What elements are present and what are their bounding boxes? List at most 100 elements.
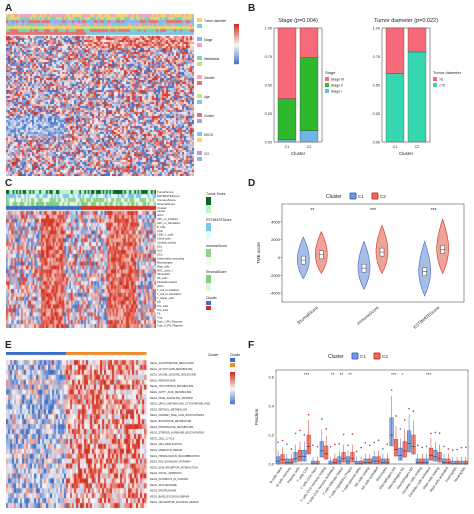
heatmap-e-row-label: KEGG_PPAR_SIGNALING_PATHWAY [150, 397, 194, 400]
legend-a-title: Metastasis [204, 57, 220, 61]
legend-c-ramp [206, 197, 211, 205]
legend-a-swatch [197, 119, 202, 123]
heatmap-c-row-label: CCR [157, 229, 163, 233]
legend-a-colorbar-cell [234, 56, 239, 59]
box-body [398, 447, 403, 461]
box-body [420, 458, 425, 465]
box-outlier [456, 448, 458, 451]
legend-label: >5 [439, 78, 443, 82]
box-body [446, 458, 451, 465]
chart-title: Stage (p=0.004) [278, 18, 318, 24]
x-axis-label: Cluster [399, 151, 414, 156]
box-outlier [334, 443, 336, 446]
heatmap-c-row-label: Mast_cells [157, 264, 170, 268]
box-body [337, 456, 342, 465]
bar-segment [299, 27, 319, 58]
box-outlier [316, 445, 319, 448]
significance-label: *** [431, 208, 437, 214]
box-body [345, 456, 351, 465]
bar-segment [277, 139, 297, 143]
box-body [315, 460, 320, 465]
box-outlier [443, 445, 445, 448]
legend-e-colorbar-cell [230, 394, 235, 397]
legend-c-title: ImmuneScore [206, 244, 227, 248]
heatmap-e-row-label: KEGG_FATTY_ACID_METABOLISM [150, 391, 191, 394]
box-body [324, 445, 329, 460]
heatmap-c-legend: TumorScoreESTIMATEScoreImmuneScoreStroma… [157, 190, 232, 328]
legend-a-swatch [197, 37, 202, 41]
box-outlier [342, 433, 345, 436]
legend-swatch [325, 83, 329, 87]
legend-a-colorbar-cell [234, 32, 239, 35]
y-tick-label: 0.0 [268, 462, 274, 467]
significance-label: *** [391, 372, 397, 377]
box-outlier [312, 444, 314, 447]
heatmap-e-row-label: KEGG_PEROXISOME [150, 379, 176, 382]
legend-c-ramp [206, 231, 211, 239]
legend-a-colorbar-cell [234, 38, 239, 41]
significance-label: *** [370, 208, 376, 214]
y-tick-label: 0.50 [265, 84, 272, 88]
legend-a-colorbar-cell [234, 36, 239, 39]
box-outlier [351, 433, 354, 435]
heatmap-c-row-label: Check-point [157, 237, 171, 241]
heatmap-c-row-label: Type_II_IFN_Reponse [157, 324, 184, 328]
y-tick-label: 1.00 [373, 27, 380, 31]
legend-e-colorbar-cell [230, 376, 235, 379]
legend-a-swatch [197, 56, 202, 60]
box-outlier [290, 448, 293, 450]
box-body [380, 458, 385, 465]
legend-e-swatch [230, 358, 235, 362]
chart-title: Tumor diameter (p=0.022) [374, 18, 438, 24]
legend-a-colorbar-cell [234, 40, 239, 43]
y-tick-label: 0.50 [373, 84, 380, 88]
box-outlier [412, 410, 415, 412]
heatmap-c-row-label: MHC_class_I [157, 268, 173, 272]
annotation-label-c: ImmuneScore [157, 198, 176, 202]
box-body [407, 430, 412, 453]
heatmap-e-row-label: KEGG_TRYPTOPHAN_METABOLISM [150, 385, 193, 388]
heatmap-c-row-label: APC_co_stimulation [157, 221, 181, 225]
heatmap-c [6, 190, 156, 328]
box-body [341, 452, 346, 463]
box-outlier [347, 444, 349, 447]
heatmap-c-row-label: Cluster [157, 209, 165, 213]
legend-swatch [433, 83, 437, 87]
box-body [459, 460, 464, 465]
legend-a-colorbar-cell [234, 52, 239, 55]
legend-e-colorbar-cell [230, 382, 235, 385]
legend-e-title: Cluster [230, 353, 241, 357]
significance-label: * [402, 372, 404, 377]
box-body [441, 458, 447, 465]
bar-segment [277, 98, 297, 140]
box-outlier [460, 446, 463, 449]
box-body [289, 458, 294, 465]
legend-a-swatch [197, 24, 202, 28]
bar-segment [407, 51, 427, 143]
legend-c-ramp [206, 205, 211, 213]
heatmap-e-row-label: KEGG_NUCLEOTIDE_EXCISION_REPAIR [150, 501, 199, 504]
legend-a-swatch [197, 132, 202, 136]
box-outlier [390, 389, 393, 391]
box-body [276, 456, 281, 465]
heatmap-a [6, 14, 194, 176]
legend-a-swatch [197, 138, 202, 142]
box-body [424, 458, 429, 465]
heatmap-e-legend: Cluster KEGG_ALDOSTERONE_REGULATED KEGG_GL… [150, 353, 241, 504]
significance-label: *** [304, 372, 310, 377]
heatmap-c-row-label: Th1_cells [157, 304, 169, 308]
heatmap-c-row-label: aDCs [157, 213, 164, 217]
legend-e-colorbar-cell [230, 374, 235, 377]
box-body [306, 434, 311, 455]
heatmap-e-row-label: KEGG_FOCAL_ADHESION [150, 472, 182, 475]
box-body [354, 460, 359, 465]
legend-e-colorbar-cell [230, 402, 235, 405]
heatmap-c-row-label: Inflammation-promoting [157, 256, 185, 260]
box-body [385, 458, 390, 465]
box-outlier [434, 431, 437, 434]
y-tick-label: -2000 [270, 273, 281, 278]
significance-label: ** [340, 372, 344, 377]
legend-c-title: Cluster [206, 296, 218, 300]
panel-label-d: D [248, 178, 256, 189]
